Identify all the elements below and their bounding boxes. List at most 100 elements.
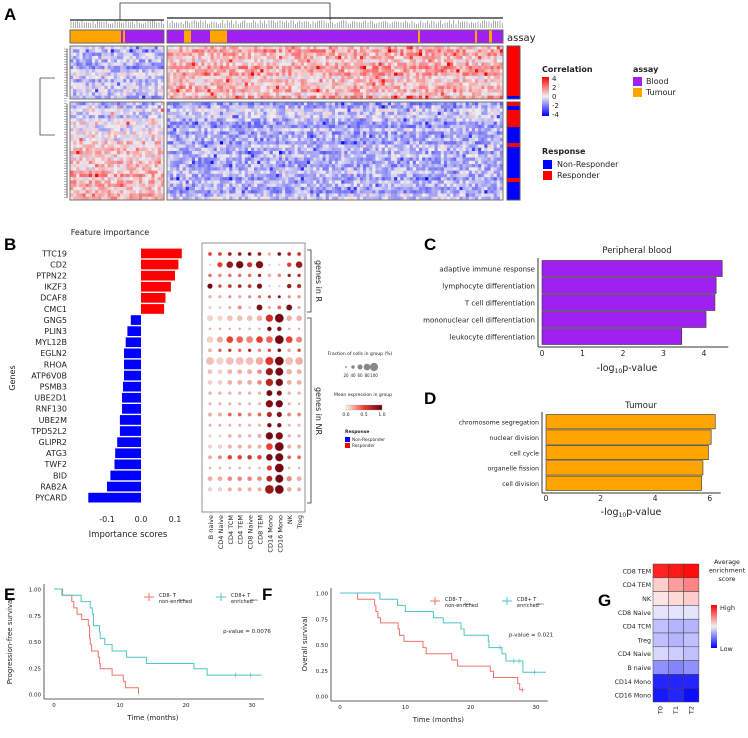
- heatmap-cell: [325, 144, 330, 149]
- heatmap-cell: [372, 79, 376, 83]
- heatmap-cell: [419, 108, 423, 113]
- heatmap-cell: [431, 124, 435, 129]
- heatmap-cell: [132, 173, 137, 178]
- heatmap-cell: [251, 65, 255, 70]
- heatmap-cell: [142, 128, 146, 132]
- heatmap-cell: [443, 144, 448, 149]
- heatmap-cell: [437, 72, 442, 77]
- heatmap-cell: [297, 46, 302, 50]
- heatmap-cell: [425, 108, 429, 113]
- heatmap-cell: [400, 108, 404, 113]
- heatmap-cell: [428, 118, 432, 122]
- heatmap-cell: [263, 79, 267, 83]
- heatmap-cell: [195, 69, 199, 73]
- heatmap-cell: [129, 59, 133, 63]
- heatmap-cell: [391, 92, 395, 96]
- heatmap-cell: [110, 173, 115, 178]
- heatmap-cell: [79, 79, 83, 83]
- heatmap-cell: [235, 69, 239, 73]
- heatmap-cell: [182, 134, 186, 139]
- heatmap-cell: [487, 154, 491, 158]
- heatmap-cell: [148, 134, 152, 139]
- heatmap-cell: [254, 141, 258, 145]
- heatmap-cell: [493, 131, 498, 135]
- heatmap-cell: [95, 186, 99, 191]
- heatmap-cell: [117, 160, 121, 165]
- heatmap-cell: [347, 151, 351, 155]
- heatmap-cell: [117, 134, 121, 139]
- heatmap-cell: [232, 137, 236, 142]
- heatmap-cell: [95, 118, 99, 122]
- heatmap-cell: [419, 151, 423, 155]
- heatmap-cell: [185, 105, 190, 109]
- heatmap-cell: [369, 128, 373, 132]
- heatmap-cell: [113, 65, 118, 70]
- heatmap-cell: [260, 128, 264, 132]
- heatmap-cell: [235, 52, 239, 57]
- heatmap-cell: [95, 160, 99, 165]
- heatmap-cell: [347, 131, 351, 135]
- heatmap-cell: [76, 72, 80, 77]
- heatmap-cell: [303, 111, 308, 116]
- heatmap-cell: [213, 111, 218, 116]
- heatmap-cell: [481, 79, 485, 83]
- heatmap-cell: [76, 180, 80, 184]
- heatmap-cell: [247, 115, 252, 119]
- heatmap-cell: [170, 62, 174, 67]
- heatmap-cell: [145, 85, 149, 90]
- heatmap-cell: [391, 154, 395, 158]
- heatmap-cell: [142, 102, 146, 106]
- heatmap-cell: [148, 193, 152, 198]
- heatmap-cell: [216, 118, 221, 122]
- heatmap-cell: [496, 72, 501, 77]
- heatmap-cell: [110, 160, 115, 165]
- heatmap-cell: [120, 89, 124, 93]
- heatmap-cell: [422, 102, 426, 106]
- heatmap-cell: [157, 157, 162, 162]
- heatmap-cell: [266, 144, 270, 149]
- heatmap-cell: [437, 102, 442, 106]
- heatmap-cell: [154, 167, 159, 171]
- heatmap-cell: [428, 121, 432, 126]
- heatmap-cell: [331, 65, 336, 70]
- heatmap-cell: [216, 55, 221, 60]
- heatmap-cell: [88, 177, 93, 181]
- heatmap-cell: [303, 154, 308, 158]
- heatmap-cell: [244, 82, 249, 87]
- heatmap-cell: [350, 72, 354, 77]
- heatmap-cell: [428, 151, 432, 155]
- heatmap-cell: [226, 92, 230, 96]
- heatmap-cell: [98, 137, 102, 142]
- heatmap-cell: [387, 128, 392, 132]
- heatmap-cell: [95, 72, 99, 77]
- heatmap-cell: [272, 49, 277, 53]
- heatmap-cell: [266, 65, 270, 70]
- heatmap-cell: [223, 134, 227, 139]
- heatmap-cell: [269, 75, 274, 80]
- heatmap-cell: [484, 89, 488, 93]
- heatmap-cell: [154, 144, 159, 149]
- heatmap-cell: [95, 69, 99, 73]
- heatmap-cell: [110, 115, 115, 119]
- heatmap-cell: [179, 46, 183, 50]
- heatmap-cell: [335, 75, 339, 80]
- heatmap-cell: [490, 124, 494, 129]
- heatmap-cell: [247, 157, 252, 162]
- heatmap-cell: [459, 75, 463, 80]
- heatmap-cell: [481, 118, 485, 122]
- heatmap-cell: [123, 52, 127, 57]
- heatmap-cell: [297, 115, 302, 119]
- heatmap-cell: [294, 144, 298, 149]
- heatmap-cell: [272, 151, 277, 155]
- heatmap-cell: [282, 157, 286, 162]
- heatmap-cell: [375, 108, 379, 113]
- heatmap-cell: [384, 128, 389, 132]
- heatmap-cell: [201, 59, 205, 63]
- heatmap-cell: [229, 82, 233, 87]
- heatmap-cell: [107, 89, 112, 93]
- heatmap-cell: [288, 85, 292, 90]
- heatmap-cell: [400, 121, 404, 126]
- heatmap-cell: [316, 105, 320, 109]
- heatmap-cell: [263, 69, 267, 73]
- heatmap-cell: [400, 141, 404, 145]
